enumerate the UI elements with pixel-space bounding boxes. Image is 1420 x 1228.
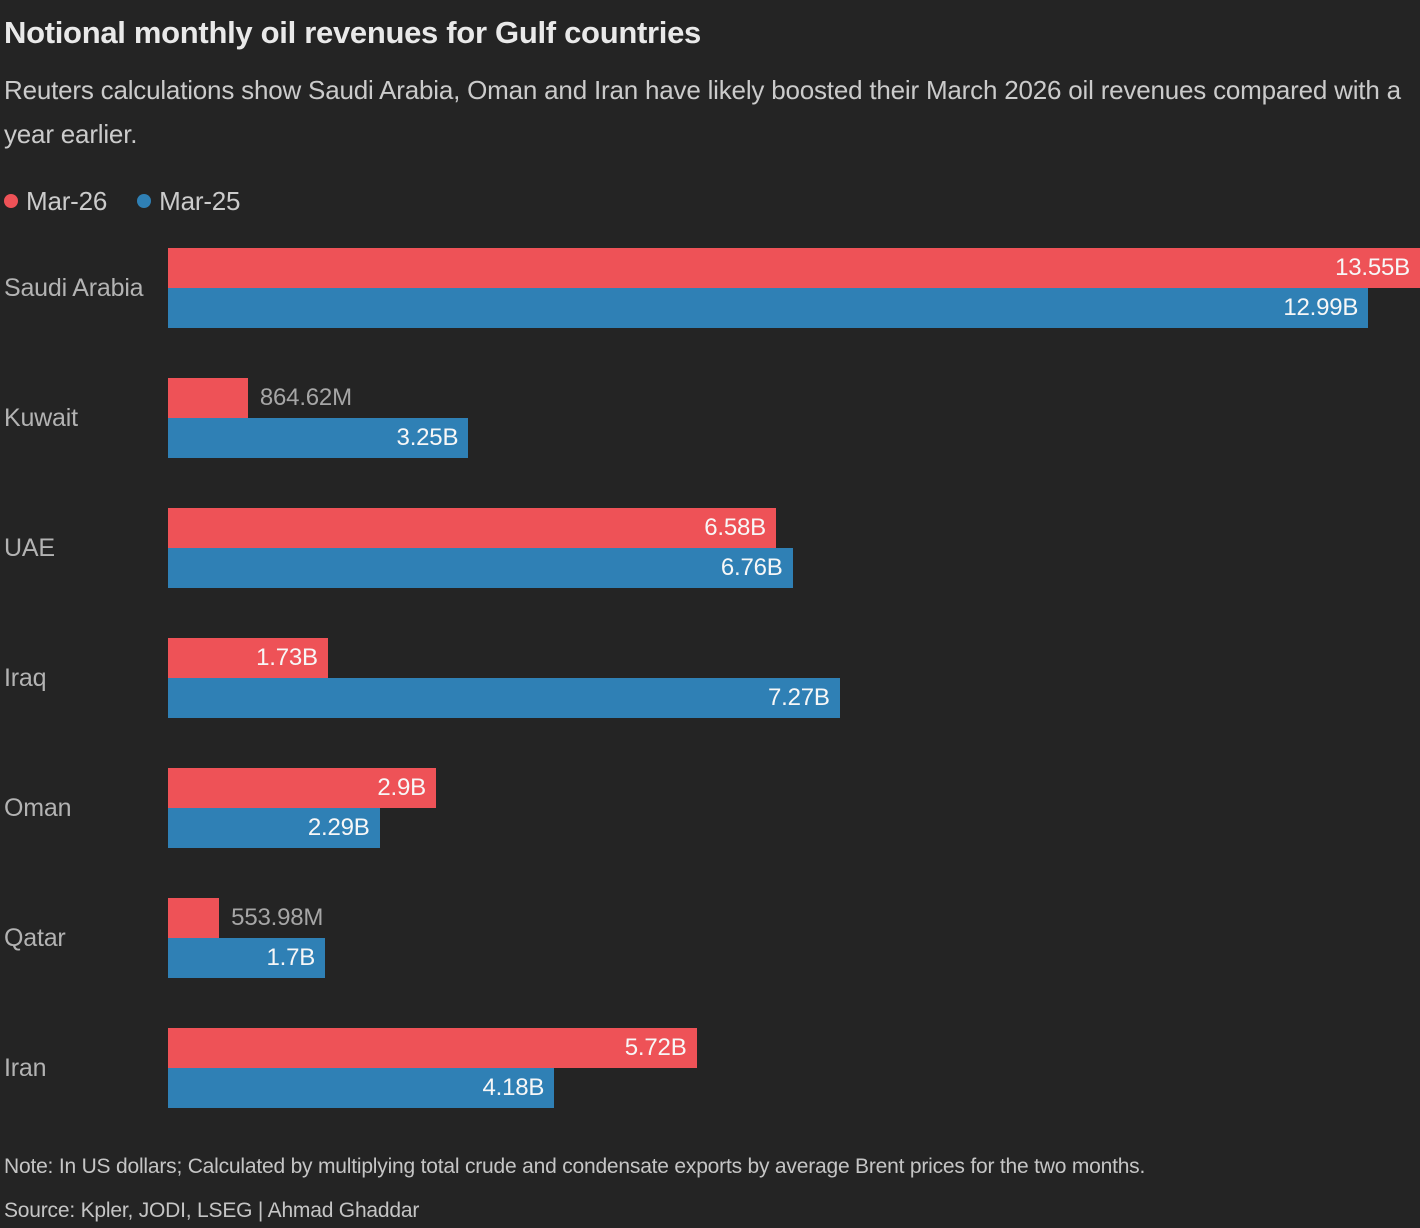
value-label-mar-26-iran: 5.72B	[624, 1034, 687, 1061]
legend: Mar-26 Mar-25	[4, 186, 1420, 216]
value-label-mar-25-saudi-arabia: 12.99B	[1283, 294, 1359, 321]
bar-mar-26-kuwait	[168, 378, 248, 418]
chart-row-iran: Iran 5.72B 4.18B	[4, 1028, 1420, 1108]
bar-line-mar-26-iran: 5.72B	[168, 1028, 1420, 1068]
category-label-qatar: Qatar	[4, 923, 66, 952]
legend-dot-red-icon	[4, 194, 18, 208]
bar-line-mar-25-kuwait: 3.25B	[168, 418, 1420, 458]
value-label-mar-25-uae: 6.76B	[720, 554, 783, 581]
value-label-mar-25-oman: 2.29B	[307, 814, 370, 841]
value-label-mar-26-qatar: 553.98M	[231, 904, 324, 931]
bar-line-mar-26-uae: 6.58B	[168, 508, 1420, 548]
bar-mar-25-kuwait: 3.25B	[168, 418, 469, 458]
bar-mar-25-oman: 2.29B	[168, 808, 380, 848]
bar-line-mar-26-kuwait: 864.62M	[168, 378, 1420, 418]
bar-line-mar-25-oman: 2.29B	[168, 808, 1420, 848]
bar-line-mar-25-iran: 4.18B	[168, 1068, 1420, 1108]
chart-note: Note: In US dollars; Calculated by multi…	[4, 1155, 1146, 1178]
value-label-mar-26-oman: 2.9B	[377, 774, 426, 801]
bar-mar-26-uae: 6.58B	[168, 508, 776, 548]
bar-group-oman: 2.9B 2.29B	[168, 768, 1420, 848]
chart-row-uae: UAE 6.58B 6.76B	[4, 508, 1420, 588]
bar-mar-25-qatar: 1.7B	[168, 938, 326, 978]
value-label-mar-25-qatar: 1.7B	[266, 944, 316, 971]
bar-line-mar-25-saudi-arabia: 12.99B	[168, 288, 1420, 328]
bar-group-iraq: 1.73B 7.27B	[168, 638, 1420, 718]
bar-line-mar-26-qatar: 553.98M	[168, 898, 1420, 938]
bar-line-mar-26-saudi-arabia: 13.55B	[168, 248, 1420, 288]
bar-group-qatar: 553.98M 1.7B	[168, 898, 1420, 978]
legend-item-mar-25: Mar-25	[137, 185, 241, 217]
value-label-mar-26-saudi-arabia: 13.55B	[1335, 254, 1410, 281]
legend-dot-blue-icon	[137, 194, 152, 208]
value-label-mar-26-kuwait: 864.62M	[259, 384, 352, 411]
category-label-saudi-arabia: Saudi Arabia	[4, 273, 144, 302]
category-label-uae: UAE	[4, 533, 55, 562]
bar-line-mar-25-qatar: 1.7B	[168, 938, 1420, 978]
chart-row-oman: Oman 2.9B 2.29B	[4, 768, 1420, 848]
bar-line-mar-26-iraq: 1.73B	[168, 638, 1420, 678]
chart-source: Source: Kpler, JODI, LSEG | Ahmad Ghadda…	[4, 1199, 420, 1222]
bar-group-saudi-arabia: 13.55B 12.99B	[168, 248, 1420, 328]
bar-mar-26-iraq: 1.73B	[168, 638, 328, 678]
value-label-mar-25-iran: 4.18B	[482, 1074, 545, 1101]
bar-mar-26-qatar	[168, 898, 220, 938]
bar-mar-26-iran: 5.72B	[168, 1028, 697, 1068]
category-label-iraq: Iraq	[4, 663, 47, 692]
category-label-iran: Iran	[4, 1053, 47, 1082]
category-label-kuwait: Kuwait	[4, 403, 78, 432]
value-label-mar-25-kuwait: 3.25B	[396, 424, 459, 451]
bar-mar-25-uae: 6.76B	[168, 548, 793, 588]
bar-group-uae: 6.58B 6.76B	[168, 508, 1420, 588]
bar-mar-25-saudi-arabia: 12.99B	[168, 288, 1369, 328]
value-label-mar-26-uae: 6.58B	[704, 514, 766, 541]
chart-row-saudi-arabia: Saudi Arabia 13.55B 12.99B	[4, 248, 1420, 328]
chart-row-iraq: Iraq 1.73B 7.27B	[4, 638, 1420, 718]
bar-line-mar-25-iraq: 7.27B	[168, 678, 1420, 718]
value-label-mar-25-iraq: 7.27B	[768, 684, 830, 711]
chart-subtitle: Reuters calculations show Saudi Arabia, …	[4, 75, 1401, 149]
bar-mar-25-iran: 4.18B	[168, 1068, 555, 1108]
chart-title: Notional monthly oil revenues for Gulf c…	[4, 15, 701, 50]
bar-group-iran: 5.72B 4.18B	[168, 1028, 1420, 1108]
legend-label-mar-26: Mar-26	[26, 185, 108, 216]
legend-item-mar-26: Mar-26	[4, 186, 107, 217]
chart-row-qatar: Qatar 553.98M 1.7B	[4, 898, 1420, 978]
bar-mar-26-saudi-arabia: 13.55B	[168, 248, 1420, 288]
bar-mar-26-oman: 2.9B	[168, 768, 436, 808]
bar-line-mar-25-uae: 6.76B	[168, 548, 1420, 588]
chart-row-kuwait: Kuwait 864.62M 3.25B	[4, 378, 1420, 458]
bar-group-kuwait: 864.62M 3.25B	[168, 378, 1420, 458]
value-label-mar-26-iraq: 1.73B	[256, 644, 318, 671]
bar-mar-25-iraq: 7.27B	[168, 678, 840, 718]
bar-line-mar-26-oman: 2.9B	[168, 768, 1420, 808]
category-label-oman: Oman	[4, 793, 72, 822]
legend-label-mar-25: Mar-25	[159, 185, 241, 216]
bar-chart: Saudi Arabia 13.55B 12.99B Kuwait 864.62M 3.2…	[4, 248, 1420, 1108]
